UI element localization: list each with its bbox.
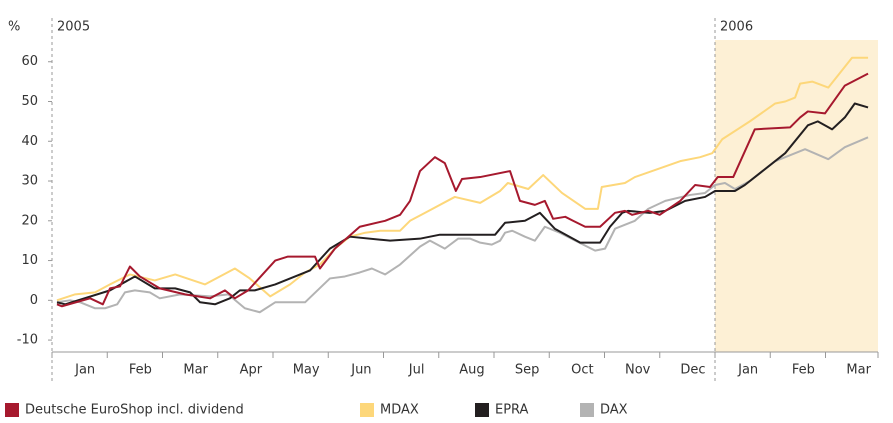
y-tick-label: 50 [21, 94, 38, 109]
legend-swatch [580, 403, 594, 417]
x-tick-label: Feb [129, 363, 152, 378]
x-tick-label: Mar [846, 363, 871, 378]
x-tick-label: Feb [792, 363, 815, 378]
legend-label: EPRA [495, 403, 529, 418]
y-tick-label: 60 [21, 54, 38, 69]
legend-swatch [475, 403, 489, 417]
y-tick-label: 30 [21, 174, 38, 189]
legend-label: MDAX [380, 403, 419, 418]
x-tick-label: Oct [571, 363, 593, 378]
x-tick-label: Apr [240, 363, 263, 378]
y-tick-label: -10 [17, 333, 38, 348]
year-shade [715, 40, 878, 352]
year-label: 2006 [720, 20, 753, 35]
y-tick-label: 20 [21, 213, 38, 228]
series-line [56, 72, 869, 308]
x-tick-label: Jan [74, 363, 95, 378]
x-tick-label: Sep [515, 363, 540, 378]
x-tick-label: Jan [737, 363, 758, 378]
x-tick-label: Jul [408, 363, 425, 378]
x-tick-label: Dec [680, 363, 705, 378]
legend-swatch [360, 403, 374, 417]
y-tick-label: 0 [30, 293, 38, 308]
legend-label: Deutsche EuroShop incl. dividend [25, 403, 244, 418]
x-tick-label: Aug [459, 363, 484, 378]
y-tick-label: 40 [21, 134, 38, 149]
year-label: 2005 [57, 20, 90, 35]
series-line [56, 56, 869, 302]
x-tick-label: Jun [350, 363, 371, 378]
series-line [56, 136, 869, 314]
x-tick-label: May [293, 363, 320, 378]
series-line [56, 102, 869, 306]
legend-swatch [5, 403, 19, 417]
x-tick-label: Mar [183, 363, 208, 378]
legend-label: DAX [600, 403, 628, 418]
y-tick-label: 10 [21, 253, 38, 268]
y-unit: % [8, 20, 20, 35]
x-tick-label: Nov [625, 363, 651, 378]
